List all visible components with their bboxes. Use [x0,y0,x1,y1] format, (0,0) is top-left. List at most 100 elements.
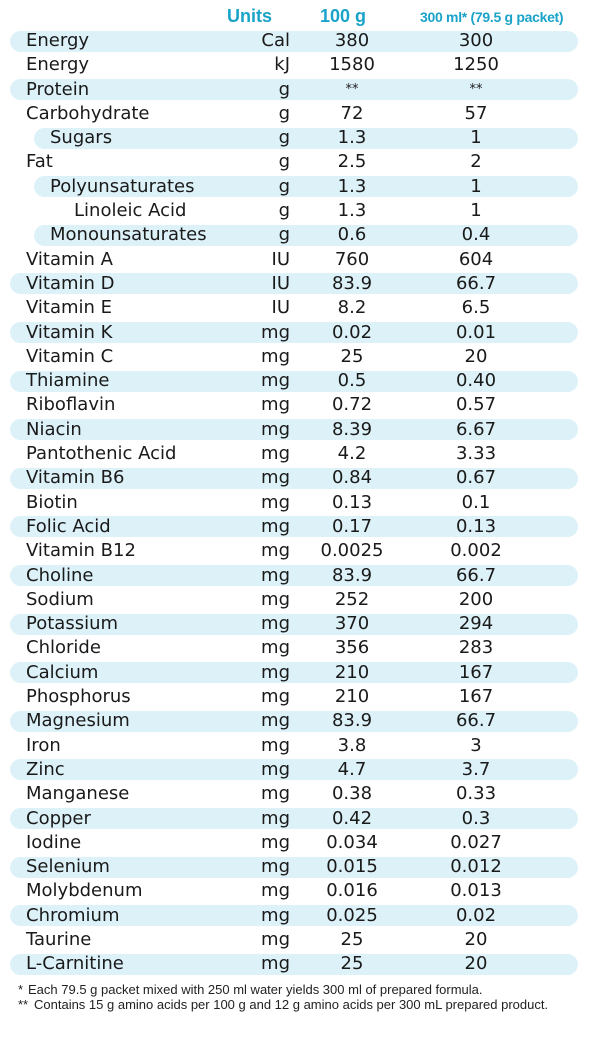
table-row: L-Carnitine mg 25 20 [0,952,592,976]
nutrient-unit: mg [261,661,290,683]
row-band [10,273,578,295]
value-per-300ml: 0.67 [455,467,497,489]
nutrient-name: Taurine [26,928,92,950]
value-per-300ml: 0.33 [455,783,497,805]
value-per-100g: 1580 [329,54,375,76]
nutrient-name: Iron [26,734,61,756]
nutrient-unit: mg [261,321,290,343]
value-per-100g: 8.39 [331,418,373,440]
row-band [10,516,578,538]
value-per-100g: 0.025 [326,904,378,926]
row-band [10,710,578,732]
table-row: Protein g ** ** [0,78,592,102]
row-band [10,953,578,975]
value-per-100g: 2.5 [337,151,367,173]
table-row: Chloride mg 356 283 [0,636,592,660]
value-per-300ml: 0.40 [455,370,497,392]
nutrient-name: Iodine [26,831,82,853]
nutrient-name: Manganese [26,783,130,805]
nutrient-name: Sugars [50,127,113,149]
table-row: Vitamin C mg 25 20 [0,345,592,369]
table-row: Vitamin A IU 760 604 [0,248,592,272]
value-per-100g: 1.3 [337,200,367,222]
nutrient-unit: g [278,200,290,222]
table-row: Monounsaturates g 0.6 0.4 [0,223,592,247]
value-per-300ml: 167 [458,686,494,708]
value-per-300ml: 20 [464,928,488,950]
value-per-300ml: 167 [458,661,494,683]
nutrient-unit: IU [271,248,290,270]
value-per-300ml: 0.1 [461,491,491,513]
table-row: Vitamin D IU 83.9 66.7 [0,272,592,296]
value-per-300ml: 3.33 [455,443,497,465]
nutrient-name: Zinc [26,758,65,780]
nutrient-unit: mg [261,734,290,756]
nutrient-name: Chromium [26,904,120,926]
nutrient-unit: mg [261,710,290,732]
value-per-100g: 0.0025 [320,540,384,562]
row-band [10,613,578,635]
nutrient-name: Chloride [26,637,101,659]
nutrient-unit: g [278,127,290,149]
value-per-100g: 0.38 [331,783,373,805]
nutrient-unit: Cal [261,30,290,51]
table-row: Vitamin B6 mg 0.84 0.67 [0,466,592,490]
table-row: Sugars g 1.3 1 [0,126,592,150]
row-band [10,565,578,587]
nutrient-name: Vitamin A [26,248,113,270]
row-band [10,662,578,684]
value-per-100g: 0.015 [326,856,378,878]
value-per-100g: 370 [334,613,370,635]
value-per-300ml: 0.4 [461,224,491,246]
value-per-300ml: 283 [458,637,494,659]
table-row: Vitamin K mg 0.02 0.01 [0,321,592,345]
footnote-marker: ** [18,997,29,1012]
value-per-100g: 0.6 [337,224,367,246]
nutrient-unit: mg [261,564,290,586]
table-row: Energy kJ 1580 1250 [0,53,592,77]
nutrient-name: Vitamin B6 [26,467,125,489]
table-row: Thiamine mg 0.5 0.40 [0,369,592,393]
value-per-100g: 0.13 [331,491,373,513]
nutrient-name: Monounsaturates [50,224,207,246]
value-per-300ml: 3.7 [461,758,491,780]
nutrient-name: Fat [26,151,53,173]
nutrient-name: Selenium [26,856,110,878]
value-per-300ml: 1 [470,200,482,222]
nutrient-table: Energy Cal 380 300 Energy kJ 1580 1250 Protein g *… [0,29,592,977]
footnote-text: Contains 15 g amino acids per 100 g and … [34,997,549,1012]
nutrient-name: Vitamin D [26,272,115,294]
nutrient-unit: mg [261,370,290,392]
value-per-300ml: 6.5 [461,297,491,319]
nutrient-unit: mg [261,783,290,805]
nutrient-name: Potassium [26,613,119,635]
nutrient-unit: mg [261,467,290,489]
nutrient-unit: mg [261,418,290,440]
value-per-100g: 83.9 [331,272,373,294]
table-row: Copper mg 0.42 0.3 [0,807,592,831]
value-per-300ml: 200 [458,588,494,610]
value-per-300ml: 2 [470,151,482,173]
footnote-serving: * Each 79.5 g packet mixed with 250 ml w… [18,982,584,997]
table-row: Chromium mg 0.025 0.02 [0,904,592,928]
value-per-300ml: 0.01 [455,321,497,343]
table-row: Taurine mg 25 20 [0,928,592,952]
nutrient-unit: IU [271,272,290,294]
nutrient-name: Riboflavin [26,394,116,416]
value-per-300ml: 20 [464,345,488,367]
value-per-300ml: 57 [464,102,488,124]
value-per-300ml: 20 [464,953,488,975]
nutrient-unit: mg [261,394,290,416]
row-band [10,79,578,101]
value-per-300ml: 1250 [453,54,499,76]
value-per-100g: 0.034 [326,831,378,853]
value-per-300ml: 66.7 [455,710,497,732]
nutrient-unit: mg [261,856,290,878]
value-per-300ml: 294 [458,613,494,635]
row-band [10,419,578,441]
table-row: Folic Acid mg 0.17 0.13 [0,515,592,539]
value-per-100g: 356 [334,637,370,659]
header-units: Units [227,6,272,26]
value-per-100g: ** [345,81,359,97]
row-band [10,808,578,829]
